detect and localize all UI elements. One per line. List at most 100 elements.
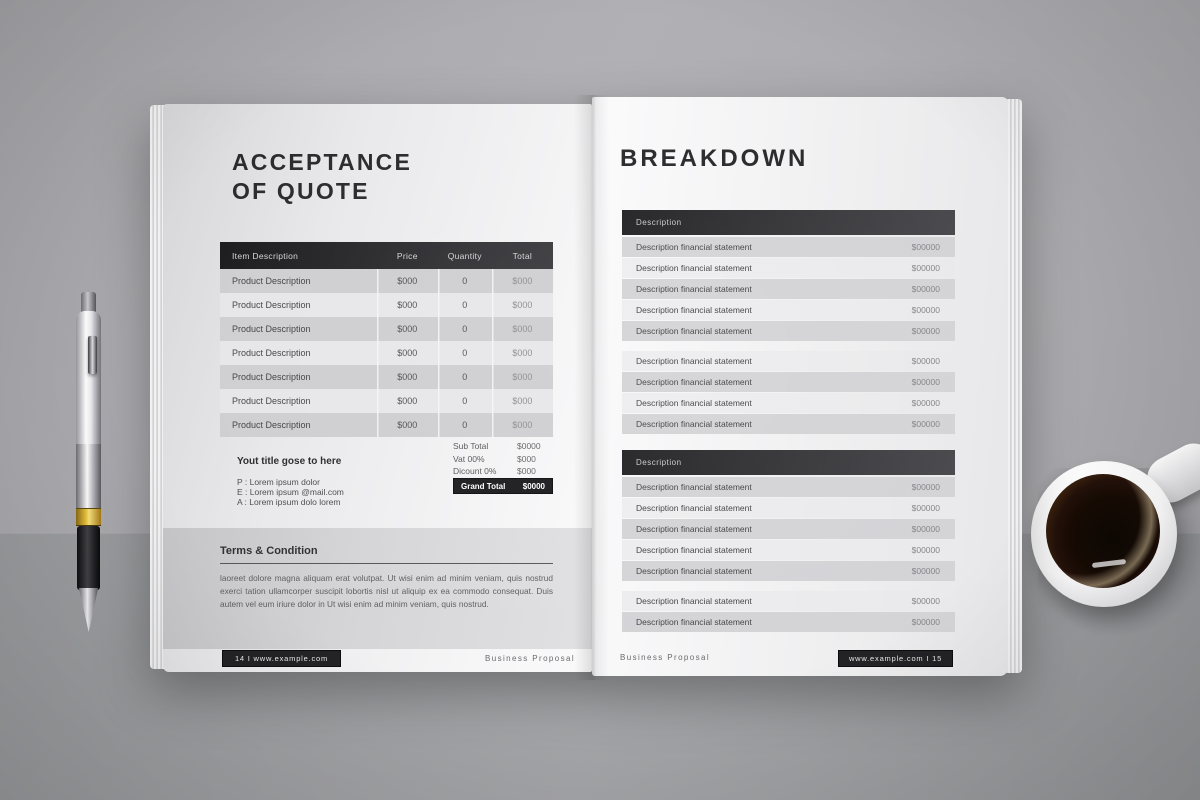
breakdown-amount: $00000	[911, 596, 940, 606]
breakdown-description: Description financial statement	[636, 482, 752, 492]
terms-section: Terms & Condition laoreet dolore magna a…	[220, 545, 553, 612]
total-cell: $000	[492, 365, 553, 389]
pen-tip	[78, 588, 99, 632]
item-description-cell: Product Description	[232, 396, 311, 406]
quantity-cell: 0	[438, 413, 492, 437]
total-cell: $000	[492, 389, 553, 413]
terms-paragraph: laoreet dolore magna aliquam erat volutp…	[220, 573, 553, 610]
grand-total-label: Grand Total	[461, 481, 506, 491]
quantity-cell: 0	[438, 389, 492, 413]
quantity-cell: 0	[438, 365, 492, 389]
breakdown-row: Description financial statement $00000	[622, 351, 955, 371]
page-edges-right	[1006, 99, 1022, 673]
column-header-total: Total	[512, 250, 533, 261]
right-page: BREAKDOWN Description Description financ…	[592, 97, 1008, 676]
breakdown-description: Description financial statement	[636, 545, 752, 555]
summary-line: Dicount 0% $000	[453, 465, 553, 478]
contact-block: Yout title gose to here P : Lorem ipsum …	[237, 456, 344, 507]
terms-heading: Terms & Condition	[220, 545, 318, 557]
breakdown-row: Description financial statement $00000	[622, 612, 955, 632]
breakdown-amount: $00000	[911, 503, 940, 513]
column-header-item-description: Item Description	[232, 250, 299, 261]
title-line: ACCEPTANCE	[232, 149, 413, 175]
summary-line: Sub Total $0000	[453, 440, 553, 453]
item-description-cell: Product Description	[232, 324, 311, 334]
breakdown-row: Description financial statement $00000	[622, 279, 955, 299]
price-cell: $000	[377, 389, 438, 413]
breakdown-description: Description financial statement	[636, 242, 752, 252]
quantity-cell: 0	[438, 269, 492, 293]
breakdown-description: Description financial statement	[636, 524, 752, 534]
breakdown-row: Description financial statement $00000	[622, 540, 955, 560]
breakdown-amount: $00000	[911, 356, 940, 366]
contact-line-text: P : Lorem ipsum dolor	[237, 477, 320, 487]
page-title-breakdown: BREAKDOWN	[620, 145, 809, 172]
breakdown-row: Description financial statement $00000	[622, 561, 955, 581]
summary-value: $000	[517, 453, 536, 464]
breakdown-section-1-rows: Description financial statement $00000 D…	[622, 237, 955, 434]
breakdown-row: Description financial statement $00000	[622, 591, 955, 611]
grand-total-value: $0000	[522, 481, 545, 491]
contact-line: P : Lorem ipsum dolor	[237, 477, 344, 487]
breakdown-section-1: Description Description financial statem…	[622, 210, 955, 435]
summary-label: Sub Total	[453, 441, 489, 452]
breakdown-description: Description financial statement	[636, 503, 752, 513]
table-row: Product Description $000 0 $000	[220, 389, 553, 413]
breakdown-description: Description financial statement	[636, 377, 752, 387]
breakdown-description: Description financial statement	[636, 566, 752, 576]
summary-label: Vat 00%	[453, 453, 485, 464]
price-cell: $000	[377, 365, 438, 389]
total-cell: $000	[492, 317, 553, 341]
summary-label: Dicount 0%	[453, 466, 497, 477]
contact-lines: P : Lorem ipsum dolor E : Lorem ipsum @m…	[237, 477, 344, 507]
breakdown-description: Description financial statement	[636, 617, 752, 627]
breakdown-amount: $00000	[911, 242, 940, 252]
terms-divider	[220, 563, 553, 564]
page-number-badge-left: 14 I www.example.com	[222, 650, 341, 667]
breakdown-description: Description financial statement	[636, 398, 752, 408]
quote-table-body: Product Description $000 0 $000 Product …	[220, 269, 553, 437]
breakdown-amount: $00000	[911, 566, 940, 576]
column-header-quantity: Quantity	[447, 250, 482, 261]
breakdown-description: Description financial statement	[636, 305, 752, 315]
quote-table: Item Description Price Quantity Total Pr…	[220, 242, 553, 437]
breakdown-row: Description financial statement $00000	[622, 300, 955, 320]
price-cell: $000	[377, 293, 438, 317]
price-cell: $000	[377, 413, 438, 437]
total-cell: $000	[492, 293, 553, 317]
quantity-cell: 0	[438, 293, 492, 317]
breakdown-description: Description financial statement	[636, 419, 752, 429]
breakdown-amount: $00000	[911, 326, 940, 336]
breakdown-amount: $00000	[911, 305, 940, 315]
column-header-price: Price	[396, 250, 418, 261]
title-line: OF QUOTE	[232, 178, 370, 204]
pen-gold-ring	[76, 508, 101, 526]
breakdown-row: Description financial statement $00000	[622, 393, 955, 413]
total-cell: $000	[492, 341, 553, 365]
price-cell: $000	[377, 317, 438, 341]
coffee-surface	[1046, 474, 1160, 588]
breakdown-row: Description financial statement $00000	[622, 519, 955, 539]
table-row: Product Description $000 0 $000	[220, 413, 553, 437]
breakdown-section-2-rows: Description financial statement $00000 D…	[622, 477, 955, 632]
breakdown-amount: $00000	[911, 419, 940, 429]
breakdown-description: Description financial statement	[636, 356, 752, 366]
quantity-cell: 0	[438, 317, 492, 341]
table-row: Product Description $000 0 $000	[220, 293, 553, 317]
total-cell: $000	[492, 413, 553, 437]
breakdown-amount: $00000	[911, 617, 940, 627]
item-description-cell: Product Description	[232, 300, 311, 310]
breakdown-description: Description financial statement	[636, 284, 752, 294]
pen-grip	[77, 526, 100, 590]
footer-label-left: Business Proposal	[485, 654, 576, 663]
breakdown-section-2-header: Description	[622, 450, 955, 475]
pen-push-button	[81, 292, 96, 313]
breakdown-description: Description financial statement	[636, 263, 752, 273]
item-description-cell: Product Description	[232, 420, 311, 430]
item-description-cell: Product Description	[232, 276, 311, 286]
table-row: Product Description $000 0 $000	[220, 365, 553, 389]
breakdown-amount: $00000	[911, 524, 940, 534]
pen-body-chrome	[76, 444, 101, 510]
breakdown-row: Description financial statement $00000	[622, 498, 955, 518]
